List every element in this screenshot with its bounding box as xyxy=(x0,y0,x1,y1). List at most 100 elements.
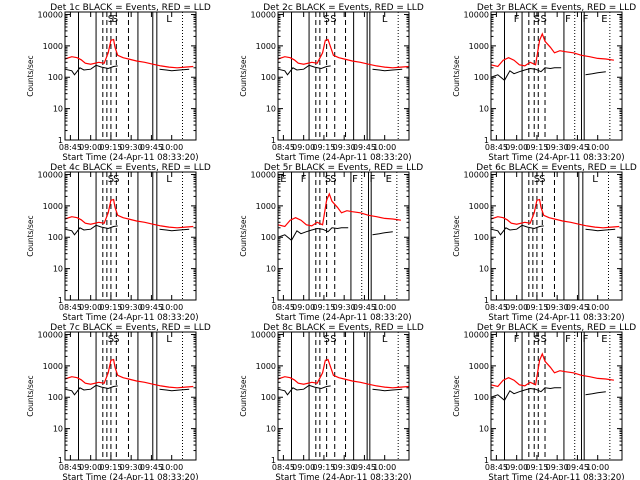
flag-label: E xyxy=(280,174,286,185)
y-tick-label: 1000 xyxy=(43,362,63,371)
x-tick-label: 08:45 xyxy=(485,303,508,312)
flag-label: S xyxy=(539,174,545,185)
x-tick-label: 09:30 xyxy=(120,463,143,472)
y-tick-label: 10 xyxy=(53,265,63,274)
flag-label: S xyxy=(113,334,119,345)
x-tick-label: 09:45 xyxy=(566,143,589,152)
chart-title: Det 9r BLACK = Events, RED = LLD xyxy=(477,323,636,333)
y-tick-label: 1 xyxy=(484,456,489,465)
x-tick-label: 09:15 xyxy=(525,463,548,472)
flag-label: S xyxy=(323,334,329,345)
chart-title: Det 4c BLACK = Events, RED = LLD xyxy=(50,163,211,173)
y-tick-label: 100 xyxy=(261,73,276,82)
flag-label: S xyxy=(534,174,540,185)
y-tick-label: 1000 xyxy=(469,42,489,51)
x-tick-label: 09:00 xyxy=(79,303,102,312)
events-series-line xyxy=(64,384,118,396)
flag-label: F xyxy=(583,14,589,25)
plot-frame xyxy=(64,171,197,301)
x-tick-label: 09:30 xyxy=(333,463,356,472)
chart-title: Det 7c BLACK = Events, RED = LLD xyxy=(50,323,211,333)
lld-series-line xyxy=(64,358,194,389)
lld-series-line xyxy=(277,38,410,69)
y-tick-label: 1 xyxy=(58,296,63,305)
x-tick-label: 09:15 xyxy=(99,463,122,472)
y-tick-label: 1 xyxy=(271,136,276,145)
events-series-line xyxy=(159,68,190,72)
x-axis-label: Start Time (24-Apr-11 08:33:20) xyxy=(62,473,198,480)
x-tick-label: 09:00 xyxy=(505,463,528,472)
y-tick-label: 1000 xyxy=(469,362,489,371)
plot-frame xyxy=(64,11,197,141)
x-tick-label: 09:00 xyxy=(505,143,528,152)
lld-series-line xyxy=(490,352,614,388)
y-tick-label: 10 xyxy=(266,425,276,434)
events-series-line xyxy=(159,228,190,232)
x-tick-label: 09:15 xyxy=(99,303,122,312)
x-tick-label: 09:00 xyxy=(79,143,102,152)
flag-label: S xyxy=(330,334,336,345)
lld-series-line xyxy=(490,32,614,68)
flag-label: S xyxy=(534,14,540,25)
y-tick-label: 10000 xyxy=(251,170,276,179)
y-tick-label: 10 xyxy=(479,425,489,434)
y-tick-label: 100 xyxy=(474,73,489,82)
events-series-line xyxy=(64,224,118,236)
x-tick-label: 10:00 xyxy=(373,143,396,152)
y-tick-label: 100 xyxy=(474,233,489,242)
y-tick-label: 10 xyxy=(53,425,63,434)
x-axis-label: Start Time (24-Apr-11 08:33:20) xyxy=(275,313,411,323)
x-tick-label: 08:45 xyxy=(272,143,295,152)
x-tick-label: 08:45 xyxy=(485,143,508,152)
flag-label: F xyxy=(565,14,571,25)
y-tick-label: 1 xyxy=(484,296,489,305)
x-axis-label: Start Time (24-Apr-11 08:33:20) xyxy=(488,313,624,323)
x-tick-label: 09:00 xyxy=(292,143,315,152)
flag-label: E xyxy=(601,334,607,345)
x-tick-label: 09:15 xyxy=(525,303,548,312)
y-tick-label: 100 xyxy=(261,393,276,402)
flag-label: F xyxy=(583,334,589,345)
y-tick-label: 10 xyxy=(266,105,276,114)
x-tick-label: 09:30 xyxy=(546,303,569,312)
flag-label: S xyxy=(540,334,546,345)
lld-series-line xyxy=(64,38,194,69)
x-tick-label: 09:00 xyxy=(505,303,528,312)
x-tick-label: 08:45 xyxy=(485,463,508,472)
events-series-line xyxy=(64,64,118,76)
flag-label: F xyxy=(514,334,520,345)
lld-series-line xyxy=(277,358,410,389)
y-tick-label: 10000 xyxy=(251,330,276,339)
y-tick-label: 10000 xyxy=(38,170,63,179)
y-tick-label: 1000 xyxy=(256,362,276,371)
y-tick-label: 1000 xyxy=(469,202,489,211)
y-axis-label: Counts/sec xyxy=(26,375,35,416)
chart-title: Det 5r BLACK = Events, RED = LLD xyxy=(264,163,423,173)
y-tick-label: 100 xyxy=(261,233,276,242)
y-axis-label: Counts/sec xyxy=(452,375,461,416)
x-tick-label: 09:30 xyxy=(546,463,569,472)
x-tick-label: 10:00 xyxy=(586,303,609,312)
flag-label: E xyxy=(601,14,607,25)
y-tick-label: 10000 xyxy=(38,330,63,339)
x-tick-label: 09:45 xyxy=(140,143,163,152)
x-tick-label: 09:45 xyxy=(566,463,589,472)
x-tick-label: 09:15 xyxy=(99,143,122,152)
x-tick-label: 09:30 xyxy=(333,143,356,152)
y-tick-label: 10000 xyxy=(464,330,489,339)
lld-series-line xyxy=(64,198,194,229)
y-tick-label: 10000 xyxy=(38,10,63,19)
x-tick-label: 09:45 xyxy=(353,143,376,152)
x-tick-label: 10:00 xyxy=(373,303,396,312)
y-tick-label: 1000 xyxy=(256,202,276,211)
events-series-line xyxy=(277,64,331,76)
x-axis-label: Start Time (24-Apr-11 08:33:20) xyxy=(488,473,624,480)
x-tick-label: 09:00 xyxy=(79,463,102,472)
y-axis-label: Counts/sec xyxy=(26,215,35,256)
chart-title: Det 1c BLACK = Events, RED = LLD xyxy=(50,3,211,13)
x-axis-label: Start Time (24-Apr-11 08:33:20) xyxy=(62,153,198,163)
